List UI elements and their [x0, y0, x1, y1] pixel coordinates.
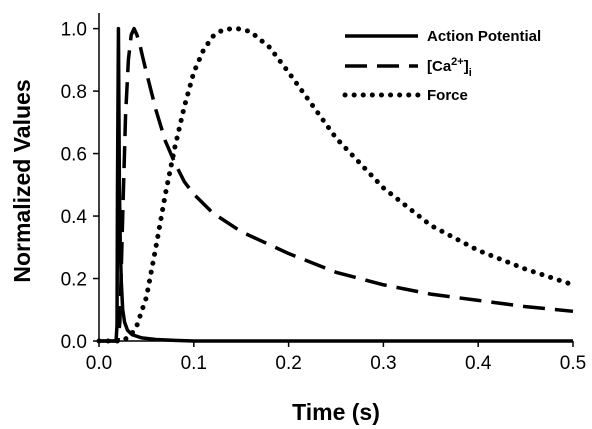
legend-label-ca2-i: [Ca2+]i: [427, 56, 472, 79]
y-tick-label: 0.8: [61, 82, 87, 103]
legend-label-force: Force: [427, 87, 468, 104]
y-tick-label: 1.0: [61, 20, 87, 41]
x-tick-label: 0.3: [370, 353, 396, 374]
y-tick-label: 0.0: [61, 332, 87, 353]
x-tick-label: 0.2: [275, 353, 301, 374]
y-tick-label: 0.2: [61, 270, 87, 291]
axes: 0.0 0.1 0.2 0.3 0.4 0.5 0.0 0.2 0.4 0.6 0.8 1.0: [61, 13, 586, 374]
x-tick-label: 0.0: [86, 353, 112, 374]
x-tick-label: 0.5: [560, 353, 586, 374]
y-tick-label: 0.6: [61, 145, 87, 166]
series-line-action-potential: [99, 26, 573, 343]
x-tick-label: 0.4: [465, 353, 492, 374]
y-tick-label: 0.4: [61, 207, 88, 228]
series-layer: [96, 26, 576, 344]
series-line-force: [96, 26, 576, 344]
legend-label-action-potential: Action Potential: [427, 28, 541, 45]
legend: Action Potential [Ca2+]i Force: [342, 28, 541, 104]
y-axis-title: Normalized Values: [9, 79, 35, 282]
series-line-ca2-i: [99, 26, 574, 343]
x-axis-title: Time (s): [292, 399, 380, 425]
x-tick-label: 0.1: [181, 353, 207, 374]
